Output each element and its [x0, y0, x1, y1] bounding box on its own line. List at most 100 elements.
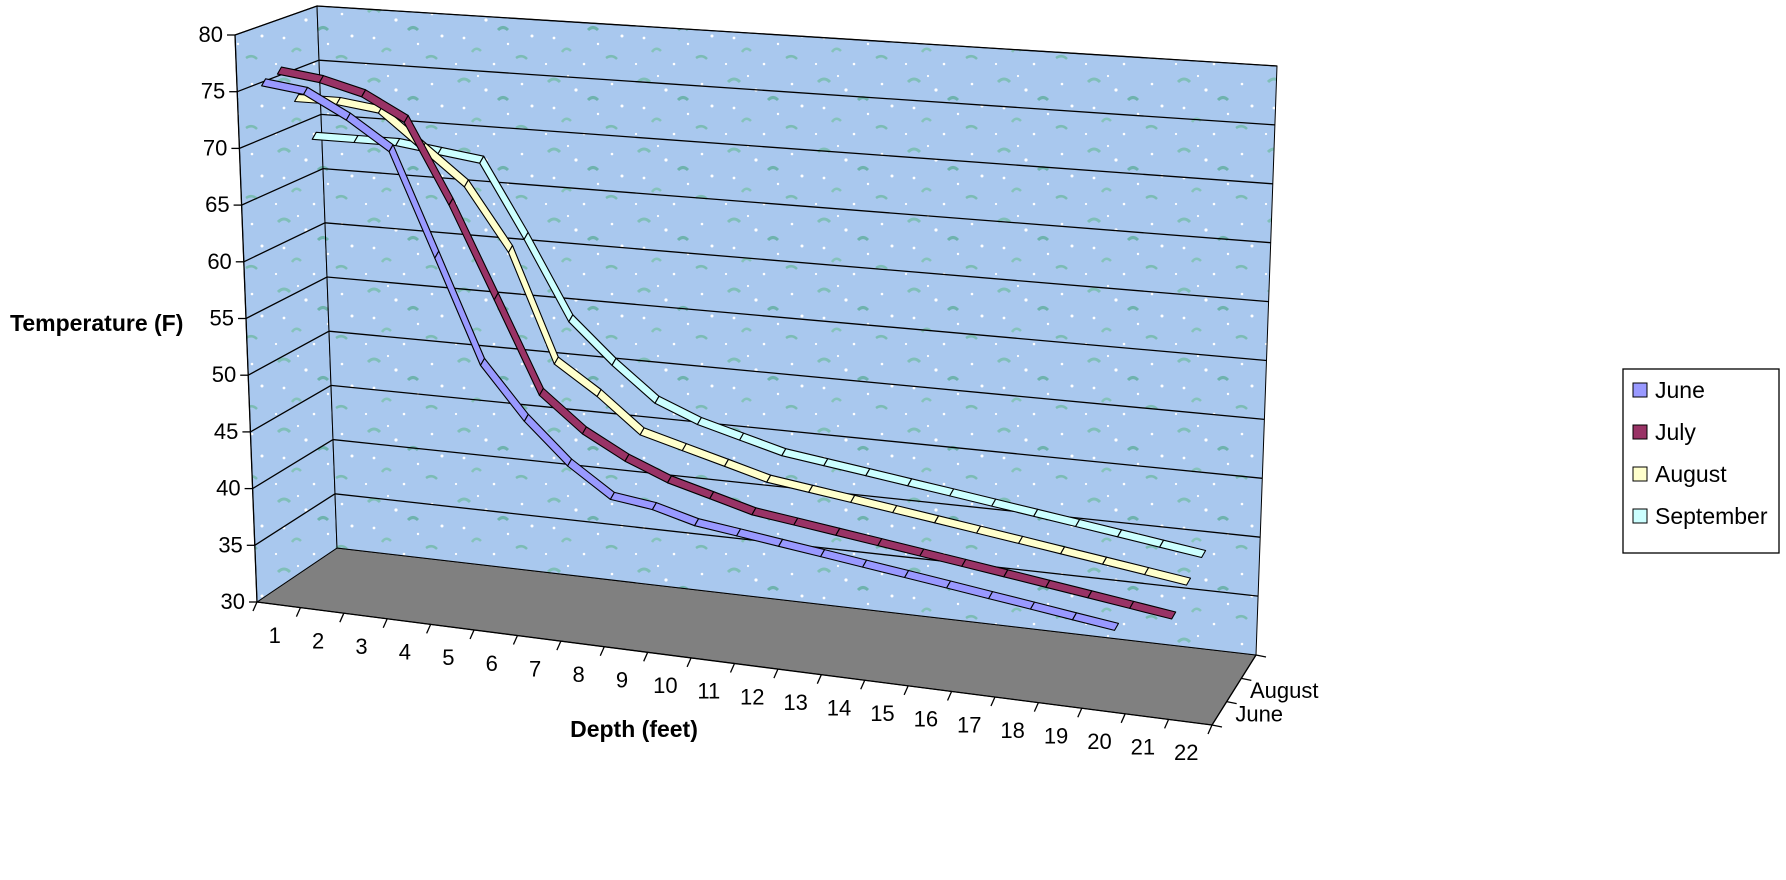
x-tick-label: 12: [740, 684, 764, 709]
x-tick-mark: [426, 624, 432, 634]
x-tick-label: 15: [870, 701, 894, 726]
x-tick-mark: [556, 640, 562, 651]
x-tick-mark: [1077, 707, 1083, 718]
y-tick-label: 40: [216, 476, 240, 501]
x-tick-mark: [1163, 719, 1170, 729]
x-tick-mark: [990, 696, 996, 707]
x-tick-mark: [1207, 724, 1213, 735]
y-tick-label: 65: [205, 192, 229, 217]
x-tick-label: 20: [1087, 729, 1111, 754]
x-tick-mark: [773, 668, 779, 679]
depth-tick-mark: [1241, 677, 1252, 681]
series-july: [276, 66, 1177, 620]
series-september: [311, 131, 1207, 559]
depth-tick-label: August: [1250, 678, 1319, 703]
x-tick-mark: [295, 607, 302, 617]
x-tick-label: 1: [269, 623, 281, 648]
legend-swatch: [1632, 466, 1648, 482]
chart-walls: [234, 5, 1278, 726]
y-tick-label: 70: [203, 135, 227, 160]
y-tick-label: 30: [221, 589, 245, 614]
x-tick-label: 7: [529, 656, 541, 681]
x-tick-mark: [903, 685, 909, 696]
gridline: [234, 5, 1278, 67]
y-tick-label: 50: [212, 362, 236, 387]
gridline: [245, 276, 1267, 362]
x-tick-mark: [686, 657, 692, 668]
y-tick-label: 45: [214, 419, 238, 444]
x-tick-label: 13: [783, 690, 807, 715]
legend-swatch: [1632, 382, 1648, 398]
x-tick-mark: [1033, 702, 1039, 712]
gridline: [247, 330, 1265, 421]
legend-swatch: [1632, 424, 1648, 440]
y-tick-label: 75: [201, 79, 225, 104]
series-segment: [1144, 567, 1192, 586]
series-segment: [1071, 612, 1120, 631]
series-august: [294, 93, 1192, 586]
legend-label: June: [1655, 377, 1705, 403]
x-tick-mark: [469, 629, 475, 640]
x-tick-label: 16: [914, 707, 938, 732]
legend: June July August September: [1622, 368, 1780, 554]
x-tick-label: 8: [572, 662, 584, 687]
gridline: [239, 113, 1273, 185]
x-tick-label: 17: [957, 712, 981, 737]
x-axis-title: Depth (feet): [570, 716, 698, 742]
x-tick-mark: [816, 674, 822, 684]
x-tick-label: 4: [399, 640, 411, 665]
x-tick-mark: [599, 646, 605, 656]
legend-box: [1622, 368, 1780, 554]
x-tick-mark: [946, 691, 953, 701]
depth-tick-mark: [1255, 654, 1267, 658]
x-tick-mark: [382, 618, 388, 629]
x-tick-mark: [729, 663, 736, 673]
x-tick-label: 2: [312, 628, 324, 653]
x-tick-label: 9: [616, 668, 628, 693]
gridlines: [234, 5, 1278, 597]
gridline: [241, 167, 1271, 244]
x-tick-label: 19: [1044, 723, 1068, 748]
y-axis-title: Temperature (F): [10, 310, 183, 336]
depth-tick-label: June: [1235, 701, 1283, 726]
gridline: [252, 438, 1261, 538]
gridline: [243, 222, 1269, 303]
x-tick-label: 21: [1131, 735, 1155, 760]
legend-swatch: [1632, 508, 1648, 524]
depth-tick-mark: [1226, 701, 1237, 705]
x-tick-mark: [339, 612, 345, 623]
x-tick-mark: [643, 652, 649, 662]
series-segment: [1159, 539, 1207, 559]
series-june: [261, 78, 1120, 631]
legend-label: July: [1655, 419, 1696, 445]
y-axis: 30 35 40 45 50 55 60 65 70 75 80: [199, 22, 258, 614]
x-tick-mark: [1120, 713, 1126, 724]
x-tick-label: 6: [486, 651, 498, 676]
gridline: [250, 384, 1263, 479]
legend-label: September: [1655, 503, 1768, 529]
x-tick-label: 5: [442, 645, 454, 670]
legend-label: August: [1655, 461, 1727, 487]
y-tick-label: 60: [207, 249, 231, 274]
y-tick-label: 35: [218, 532, 242, 557]
x-tick-mark: [860, 680, 866, 690]
x-tick-label: 14: [827, 695, 851, 720]
series-segment: [1129, 600, 1177, 620]
depth-axis-line: [1211, 654, 1257, 726]
x-tick-mark: [252, 601, 258, 612]
x-axis: 1 2 3 4 5 6 7 8 9 10 11 12 13 14 15 16 17 18 19 20 21 22: [252, 601, 1213, 765]
x-tick-label: 3: [355, 634, 367, 659]
x-tick-label: 11: [697, 679, 720, 704]
y-tick-label: 80: [199, 22, 223, 47]
series-ribbons: [261, 66, 1207, 631]
y-tick-label: 55: [210, 306, 234, 331]
y-axis-line: [234, 34, 258, 603]
x-tick-label: 18: [1000, 718, 1024, 743]
x-tick-mark: [512, 635, 519, 645]
x-tick-label: 22: [1174, 740, 1198, 765]
back-wall: [316, 5, 1278, 656]
x-tick-label: 10: [653, 673, 677, 698]
